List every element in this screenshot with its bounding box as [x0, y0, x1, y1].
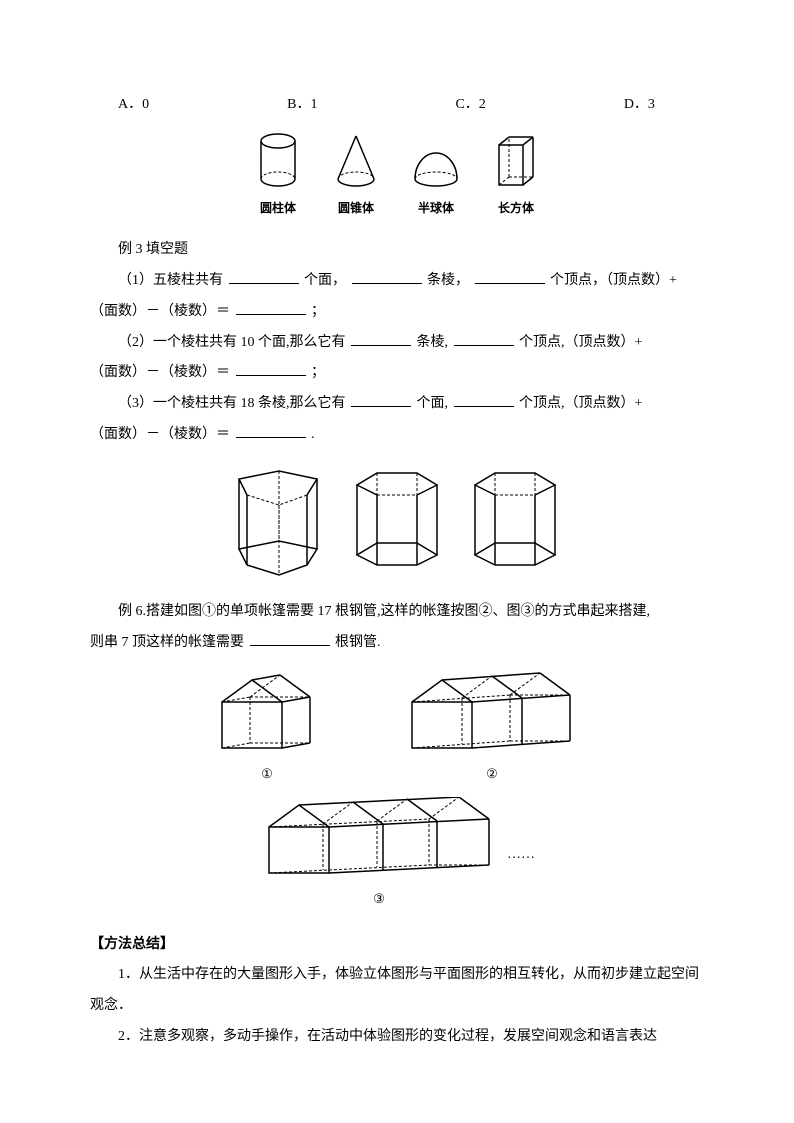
hemisphere-figure: 半球体: [409, 131, 463, 221]
tent-3-label: ③: [259, 885, 499, 914]
blank-field[interactable]: [236, 301, 306, 315]
blank-field[interactable]: [351, 393, 411, 407]
solids-figure-row: 圆柱体 圆锥体 半球体 长方体: [90, 131, 704, 221]
blank-field[interactable]: [351, 332, 411, 346]
tent-1-icon: [212, 672, 322, 758]
ex6-line1: 例 6.搭建如图①的单项帐篷需要 17 根钢管,这样的帐篷按图②、图③的方式串起…: [90, 597, 704, 628]
text: （面数）－（棱数）＝: [90, 304, 230, 319]
text: 个顶点,（顶点数）+: [519, 335, 642, 350]
text: 则串 7 顶这样的帐篷需要: [90, 635, 244, 650]
text: （1）五棱柱共有: [118, 273, 223, 288]
choice-c: C．2: [427, 90, 485, 121]
method-1: 1．从生活中存在的大量图形入手，体验立体图形与平面图形的相互转化，从而初步建立起…: [90, 960, 704, 1022]
blank-field[interactable]: [454, 332, 514, 346]
blank-field[interactable]: [475, 270, 545, 284]
text: 个面,: [417, 396, 449, 411]
tent-1-label: ①: [212, 760, 322, 789]
tent-1-block: ①: [212, 672, 322, 789]
blank-field[interactable]: [352, 270, 422, 284]
ex3-q3-line1: （3）一个棱柱共有 18 条棱,那么它有 个面, 个顶点,（顶点数）+: [90, 389, 704, 420]
text: 个顶点,（顶点数）+: [519, 396, 642, 411]
text: ；: [311, 365, 325, 380]
ex3-q1-line2: （面数）－（棱数）＝ ；: [90, 297, 704, 328]
choice-d: D．3: [596, 90, 655, 121]
text: （3）一个棱柱共有 18 条棱,那么它有: [118, 396, 346, 411]
ex6-line2: 则串 7 顶这样的帐篷需要 根钢管.: [90, 628, 704, 659]
text: （2）一个棱柱共有 10 个面,那么它有: [118, 335, 346, 350]
blank-field[interactable]: [250, 632, 330, 646]
ex3-q2-line1: （2）一个棱柱共有 10 个面,那么它有 条棱, 个顶点,（顶点数）+: [90, 328, 704, 359]
text: （面数）－（棱数）＝: [90, 365, 230, 380]
tents-row-1: ① ②: [90, 672, 704, 789]
cylinder-label: 圆柱体: [253, 195, 303, 221]
blank-field[interactable]: [236, 362, 306, 376]
ex3-q3-line2: （面数）－（棱数）＝ .: [90, 420, 704, 451]
ex3-q1-line1: （1）五棱柱共有 个面， 条棱， 个顶点，（顶点数）+: [90, 266, 704, 297]
tents-row-2: ③ ……: [90, 797, 704, 914]
text: 个面，: [304, 273, 346, 288]
ex3-title: 例 3 填空题: [90, 235, 704, 266]
hemisphere-label: 半球体: [409, 195, 463, 221]
text: 根钢管.: [335, 635, 381, 650]
cuboid-figure: 长方体: [491, 131, 541, 221]
text: 条棱，: [427, 273, 469, 288]
pentagonal-prism-icon: [229, 465, 329, 583]
blank-field[interactable]: [236, 424, 306, 438]
choice-a: A．0: [90, 90, 149, 121]
tent-2-block: ②: [402, 672, 582, 789]
cuboid-icon: [491, 131, 541, 191]
multiple-choice-row: A．0 B．1 C．2 D．3: [90, 90, 704, 121]
hexagonal-prism-icon: [347, 465, 447, 583]
hemisphere-icon: [409, 131, 463, 191]
text: 个顶点，（顶点数）+: [550, 273, 677, 288]
cylinder-figure: 圆柱体: [253, 131, 303, 221]
cone-figure: 圆锥体: [331, 131, 381, 221]
choice-b: B．1: [259, 90, 317, 121]
cone-icon: [331, 131, 381, 191]
text: （面数）－（棱数）＝: [90, 427, 230, 442]
prisms-figure-row: [90, 465, 704, 583]
cuboid-label: 长方体: [491, 195, 541, 221]
method-2: 2．注意多观察，多动手操作，在活动中体验图形的变化过程，发展空间观念和语言表达: [90, 1022, 704, 1053]
text: 条棱,: [417, 335, 449, 350]
text: ；: [311, 304, 325, 319]
ellipsis-dots: ……: [507, 840, 535, 871]
ex3-q2-line2: （面数）－（棱数）＝ ；: [90, 358, 704, 389]
tent-2-icon: [402, 672, 582, 758]
tent-2-label: ②: [402, 760, 582, 789]
cone-label: 圆锥体: [331, 195, 381, 221]
blank-field[interactable]: [454, 393, 514, 407]
text: .: [311, 427, 315, 442]
tent-3-icon: [259, 797, 499, 883]
method-heading: 【方法总结】: [90, 930, 704, 961]
blank-field[interactable]: [229, 270, 299, 284]
tent-3-block: ③: [259, 797, 499, 914]
cylinder-icon: [253, 131, 303, 191]
hexagonal-prism-2-icon: [465, 465, 565, 583]
